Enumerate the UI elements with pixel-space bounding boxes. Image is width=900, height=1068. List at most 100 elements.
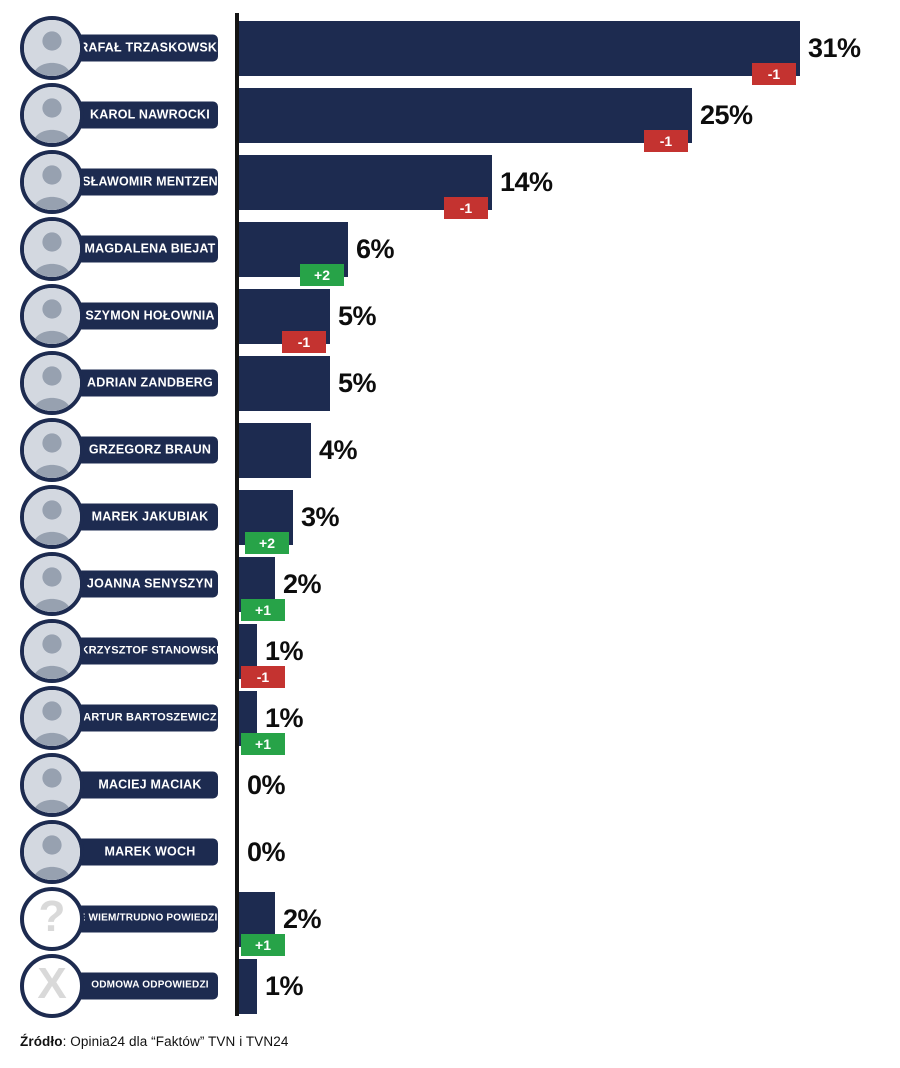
- candidate-name: MAGDALENA BIEJAT: [84, 241, 216, 256]
- poll-row: GRZEGORZ BRAUN 4%: [0, 416, 900, 483]
- candidate-id-block: KRZYSZTOF STANOWSKI: [0, 617, 239, 684]
- poll-row: MACIEJ MACIAK 0%: [0, 751, 900, 818]
- source-note: Źródło: Opinia24 dla “Faktów” TVN i TVN2…: [20, 1034, 288, 1049]
- bar-area: 1% +1: [239, 684, 900, 755]
- poll-value: 0%: [247, 837, 286, 867]
- candidate-name: KRZYSZTOF STANOWSKI: [80, 644, 220, 656]
- poll-row: ADRIAN ZANDBERG 5%: [0, 349, 900, 416]
- poll-bar: [239, 691, 257, 746]
- candidate-avatar: X: [20, 953, 84, 1018]
- bar-area: 14% -1: [239, 148, 900, 219]
- candidate-id-block: GRZEGORZ BRAUN: [0, 416, 239, 483]
- candidate-avatar: [20, 82, 84, 147]
- candidate-name: JOANNA SENYSZYN: [86, 576, 214, 591]
- poll-value: 6%: [356, 234, 395, 264]
- candidate-id-block: MAGDALENA BIEJAT: [0, 215, 239, 282]
- person-photo-icon: [24, 488, 80, 545]
- poll-bar: [239, 959, 257, 1014]
- candidate-id-block: NIE WIEM/TRUDNO POWIEDZIEĆ ?: [0, 885, 239, 952]
- person-photo-icon: [24, 354, 80, 411]
- candidate-name: NIE WIEM/TRUDNO POWIEDZIEĆ: [68, 912, 232, 924]
- poll-value: 2%: [283, 569, 322, 599]
- person-photo-icon: [24, 421, 80, 478]
- candidate-id-block: ADRIAN ZANDBERG: [0, 349, 239, 416]
- person-photo-icon: [24, 622, 80, 679]
- person-photo-icon: [24, 220, 80, 277]
- poll-rows: RAFAŁ TRZASKOWSKI 31% -1 KAROL NAWROCKI …: [0, 14, 900, 1019]
- person-photo-icon: [24, 153, 80, 210]
- candidate-id-block: MAREK WOCH: [0, 818, 239, 885]
- source-text: : Opinia24 dla “Faktów” TVN i TVN24: [62, 1034, 289, 1049]
- person-photo-icon: [24, 689, 80, 746]
- candidate-avatar: [20, 551, 84, 616]
- candidate-id-block: ARTUR BARTOSZEWICZ: [0, 684, 239, 751]
- poll-row: ODMOWA ODPOWIEDZI X 1%: [0, 952, 900, 1019]
- change-badge: +2: [300, 264, 344, 286]
- candidate-name: ADRIAN ZANDBERG: [87, 375, 213, 390]
- change-badge: -1: [752, 63, 796, 85]
- bar-area: 1% -1: [239, 617, 900, 688]
- bar-area: 2% +1: [239, 550, 900, 621]
- candidate-name: MAREK JAKUBIAK: [91, 509, 209, 524]
- poll-row: SŁAWOMIR MENTZEN 14% -1: [0, 148, 900, 219]
- change-badge: -1: [644, 130, 688, 152]
- poll-row: MAREK WOCH 0%: [0, 818, 900, 885]
- candidate-id-block: KAROL NAWROCKI: [0, 81, 239, 148]
- candidate-name: RAFAŁ TRZASKOWSKI: [79, 40, 221, 55]
- change-badge: +1: [241, 733, 285, 755]
- candidate-id-block: JOANNA SENYSZYN: [0, 550, 239, 617]
- poll-row: MAREK JAKUBIAK 3% +2: [0, 483, 900, 554]
- change-badge: -1: [241, 666, 285, 688]
- poll-value: 2%: [283, 904, 322, 934]
- person-photo-icon: [24, 86, 80, 143]
- poll-value: 5%: [338, 368, 377, 398]
- candidate-id-block: SŁAWOMIR MENTZEN: [0, 148, 239, 215]
- candidate-id-block: ODMOWA ODPOWIEDZI X: [0, 952, 239, 1019]
- candidate-avatar: [20, 484, 84, 549]
- poll-value: 25%: [700, 100, 753, 130]
- candidate-name: KAROL NAWROCKI: [90, 107, 210, 122]
- poll-row: ARTUR BARTOSZEWICZ 1% +1: [0, 684, 900, 755]
- person-photo-icon: [24, 555, 80, 612]
- poll-row: NIE WIEM/TRUDNO POWIEDZIEĆ ? 2% +1: [0, 885, 900, 956]
- candidate-id-block: RAFAŁ TRZASKOWSKI: [0, 14, 239, 81]
- question-mark-icon: ?: [38, 891, 66, 941]
- poll-row: KRZYSZTOF STANOWSKI 1% -1: [0, 617, 900, 688]
- bar-area: 31% -1: [239, 14, 900, 85]
- person-photo-icon: [24, 756, 80, 813]
- bar-area: 0%: [239, 818, 900, 885]
- candidate-avatar: [20, 283, 84, 348]
- poll-value: 5%: [338, 301, 377, 331]
- poll-row: SZYMON HOŁOWNIA 5% -1: [0, 282, 900, 353]
- candidate-name: SŁAWOMIR MENTZEN: [82, 174, 218, 189]
- candidate-name: SZYMON HOŁOWNIA: [85, 308, 215, 323]
- poll-row: RAFAŁ TRZASKOWSKI 31% -1: [0, 14, 900, 85]
- poll-row: JOANNA SENYSZYN 2% +1: [0, 550, 900, 621]
- candidate-name: ARTUR BARTOSZEWICZ: [83, 711, 217, 723]
- change-badge: -1: [444, 197, 488, 219]
- poll-value: 31%: [808, 33, 861, 63]
- bar-area: 6% +2: [239, 215, 900, 286]
- bar-area: 25% -1: [239, 81, 900, 152]
- person-photo-icon: [24, 823, 80, 880]
- candidate-avatar: ?: [20, 886, 84, 951]
- candidate-avatar: [20, 618, 84, 683]
- poll-row: KAROL NAWROCKI 25% -1: [0, 81, 900, 152]
- candidate-avatar: [20, 216, 84, 281]
- candidate-avatar: [20, 149, 84, 214]
- poll-bar: [239, 21, 800, 76]
- candidate-id-block: SZYMON HOŁOWNIA: [0, 282, 239, 349]
- person-photo-icon: [24, 19, 80, 76]
- poll-value: 1%: [265, 971, 304, 1001]
- poll-bar: [239, 356, 330, 411]
- poll-value: 0%: [247, 770, 286, 800]
- poll-value: 1%: [265, 636, 304, 666]
- poll-value: 3%: [301, 502, 340, 532]
- axis-line: [235, 13, 239, 1016]
- candidate-avatar: [20, 350, 84, 415]
- candidate-avatar: [20, 819, 84, 884]
- person-photo-icon: [24, 287, 80, 344]
- poll-bar: [239, 88, 692, 143]
- poll-value: 1%: [265, 703, 304, 733]
